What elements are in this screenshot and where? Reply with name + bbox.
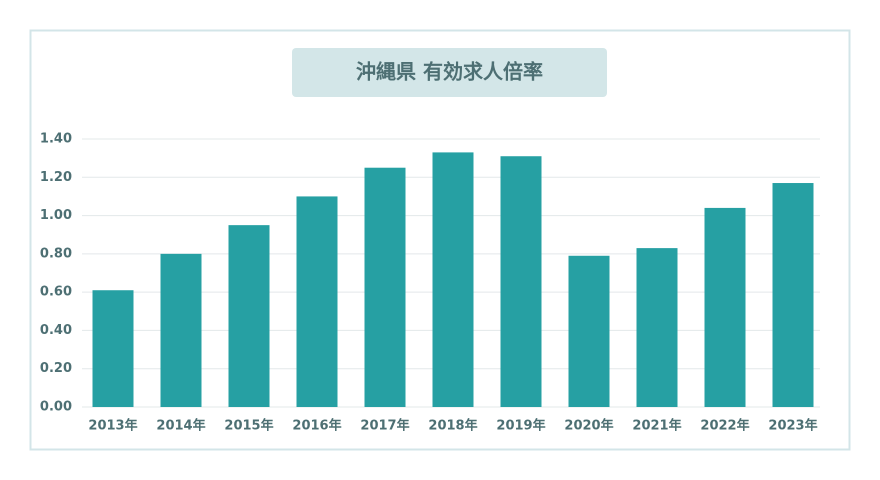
bar [568, 255, 610, 407]
x-tick-label: 2015年 [224, 418, 273, 434]
y-tick-label: 1.20 [40, 170, 72, 185]
bar [364, 167, 406, 407]
y-tick-label: 1.40 [40, 132, 72, 147]
y-tick-label: 0.20 [40, 361, 72, 376]
x-tick-label: 2017年 [360, 418, 409, 434]
bar [296, 196, 338, 407]
x-tick-label: 2019年 [496, 418, 545, 434]
x-tick-label: 2022年 [700, 418, 749, 434]
bar [432, 152, 474, 407]
x-tick-label: 2021年 [632, 418, 681, 434]
bar [500, 156, 542, 407]
y-tick-label: 0.00 [40, 400, 72, 415]
bar [636, 248, 678, 407]
x-tick-label: 2016年 [292, 418, 341, 434]
y-tick-label: 0.80 [40, 246, 72, 261]
bar [228, 225, 270, 407]
title-box [292, 48, 607, 97]
bar [704, 207, 746, 407]
bar [92, 290, 134, 407]
x-tick-label: 2023年 [768, 418, 817, 434]
x-tick-label: 2013年 [88, 418, 137, 434]
y-tick-label: 1.00 [40, 208, 72, 223]
bar [772, 183, 814, 407]
bar [160, 253, 202, 407]
chart-title: 沖縄県 有効求人倍率 [356, 60, 543, 84]
y-tick-label: 0.40 [40, 323, 72, 338]
x-tick-label: 2014年 [156, 418, 205, 434]
x-tick-label: 2018年 [428, 418, 477, 434]
y-tick-label: 0.60 [40, 285, 72, 300]
x-tick-label: 2020年 [564, 418, 613, 434]
